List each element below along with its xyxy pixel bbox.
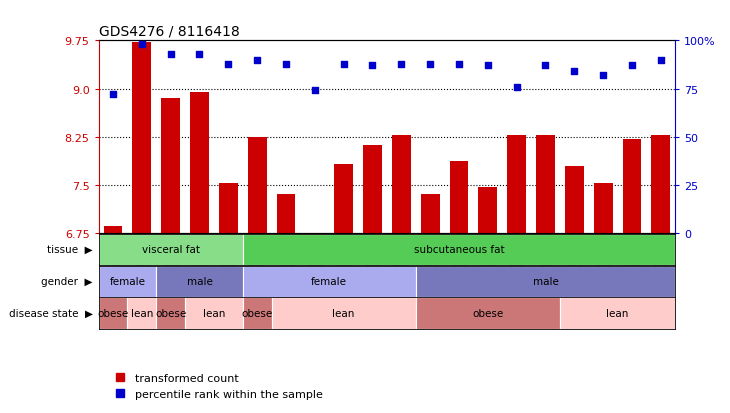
Text: visceral fat: visceral fat xyxy=(142,244,199,255)
Bar xyxy=(507,135,526,233)
Bar xyxy=(99,234,242,265)
Text: male: male xyxy=(187,276,212,287)
Text: obese: obese xyxy=(242,308,273,318)
Point xyxy=(655,57,666,64)
Bar xyxy=(450,161,469,233)
Bar xyxy=(128,298,156,329)
Point xyxy=(569,69,580,75)
Point xyxy=(539,63,551,69)
Bar xyxy=(416,298,560,329)
Point xyxy=(453,61,465,68)
Point xyxy=(223,61,234,68)
Bar xyxy=(392,135,411,233)
Bar xyxy=(305,233,324,235)
Point xyxy=(165,52,177,58)
Text: lean: lean xyxy=(203,308,225,318)
Point xyxy=(396,61,407,68)
Bar xyxy=(334,165,353,233)
Point xyxy=(251,57,263,64)
Text: obese: obese xyxy=(155,308,186,318)
Bar xyxy=(132,43,151,233)
Bar xyxy=(536,135,555,233)
Text: disease state  ▶: disease state ▶ xyxy=(9,308,93,318)
Point xyxy=(193,52,205,58)
Point xyxy=(280,61,292,68)
Point xyxy=(597,73,609,79)
Bar xyxy=(272,298,416,329)
Text: lean: lean xyxy=(131,308,153,318)
Text: male: male xyxy=(533,276,558,287)
Bar xyxy=(277,195,296,233)
Bar xyxy=(99,266,156,297)
Bar xyxy=(420,195,439,233)
Text: lean: lean xyxy=(607,308,629,318)
Text: lean: lean xyxy=(332,308,355,318)
Text: tissue  ▶: tissue ▶ xyxy=(47,244,93,255)
Bar xyxy=(565,166,584,233)
Bar xyxy=(242,298,272,329)
Bar xyxy=(416,266,675,297)
Point xyxy=(309,88,320,95)
Bar xyxy=(363,146,382,233)
Text: GDS4276 / 8116418: GDS4276 / 8116418 xyxy=(99,25,239,39)
Bar xyxy=(560,298,675,329)
Point xyxy=(626,63,638,69)
Bar xyxy=(247,138,266,233)
Bar xyxy=(593,184,612,233)
Text: gender  ▶: gender ▶ xyxy=(42,276,93,287)
Text: obese: obese xyxy=(472,308,504,318)
Bar xyxy=(651,135,670,233)
Text: female: female xyxy=(110,276,145,287)
Bar xyxy=(219,183,238,233)
Bar xyxy=(623,139,642,233)
Point xyxy=(424,61,436,68)
Point xyxy=(107,92,119,98)
Bar xyxy=(242,266,416,297)
Text: female: female xyxy=(311,276,347,287)
Bar xyxy=(156,266,242,297)
Bar xyxy=(156,298,185,329)
Point xyxy=(338,61,350,68)
Bar xyxy=(161,99,180,233)
Bar xyxy=(478,187,497,233)
Text: subcutaneous fat: subcutaneous fat xyxy=(414,244,504,255)
Bar xyxy=(190,93,209,233)
Bar xyxy=(242,234,675,265)
Point xyxy=(482,63,493,69)
Point xyxy=(136,42,147,48)
Legend: transformed count, percentile rank within the sample: transformed count, percentile rank withi… xyxy=(104,369,328,404)
Text: obese: obese xyxy=(97,308,128,318)
Bar xyxy=(185,298,242,329)
Point xyxy=(366,63,378,69)
Bar xyxy=(99,298,128,329)
Bar xyxy=(104,227,123,233)
Point xyxy=(511,84,523,91)
